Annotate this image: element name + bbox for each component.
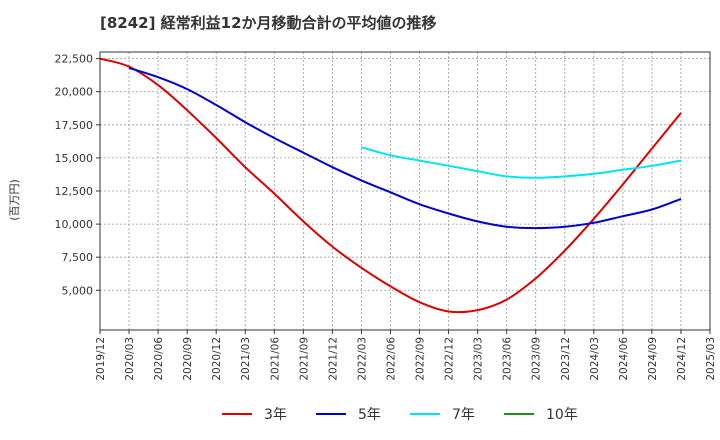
series-line-1	[128, 66, 682, 230]
x-tick-label: 2024/03	[589, 337, 601, 381]
x-tick-label: 2024/06	[618, 337, 630, 381]
y-tick-label: 20,000	[55, 86, 94, 99]
legend-label: 5年	[358, 407, 381, 423]
legend-label: 3年	[264, 407, 287, 423]
series-lines	[99, 57, 682, 314]
x-tick-label: 2021/03	[240, 337, 252, 381]
series-line-2	[361, 146, 682, 179]
y-tick-label: 22,500	[55, 53, 94, 66]
y-axis-ticks: 5,000 7,500 10,000 12,500 15,000 17,500 20,000…	[55, 53, 100, 297]
y-tick-label: 17,500	[55, 119, 94, 132]
x-tick-label: 2022/03	[356, 337, 368, 381]
y-axis-label: (百万円)	[8, 179, 21, 221]
x-tick-label: 2021/12	[327, 337, 339, 381]
x-tick-label: 2021/09	[298, 337, 310, 381]
y-tick-label: 7,500	[62, 251, 94, 264]
legend-label: 7年	[452, 407, 475, 423]
x-tick-label: 2025/03	[705, 337, 717, 381]
y-tick-label: 15,000	[55, 152, 94, 165]
x-tick-label: 2023/12	[560, 337, 572, 381]
y-tick-label: 12,500	[55, 185, 94, 198]
y-tick-label: 10,000	[55, 218, 94, 231]
x-tick-label: 2024/09	[647, 337, 659, 381]
x-tick-label: 2022/12	[444, 337, 456, 381]
x-tick-label: 2020/03	[124, 337, 136, 381]
x-tick-label: 2023/09	[531, 337, 543, 381]
x-axis-ticks: 2019/12 2020/03 2020/06 2020/09 2020/12 2021/…	[95, 330, 717, 381]
series-line-0	[99, 57, 682, 314]
x-tick-label: 2020/06	[153, 337, 165, 381]
x-tick-label: 2019/12	[95, 337, 107, 381]
chart-title: [8242] 経常利益12か月移動合計の平均値の推移	[100, 14, 437, 32]
x-tick-label: 2022/06	[385, 337, 397, 381]
x-tick-label: 2022/09	[415, 337, 427, 381]
x-tick-label: 2020/12	[211, 337, 223, 381]
x-tick-label: 2023/06	[502, 337, 514, 381]
x-tick-label: 2023/03	[473, 337, 485, 381]
x-tick-label: 2021/06	[269, 337, 281, 381]
x-tick-label: 2020/09	[182, 337, 194, 381]
y-tick-label: 5,000	[62, 284, 94, 297]
legend-label: 10年	[546, 407, 578, 423]
x-tick-label: 2024/12	[676, 337, 688, 381]
legend: 3年 5年 7年 10年	[222, 407, 578, 423]
